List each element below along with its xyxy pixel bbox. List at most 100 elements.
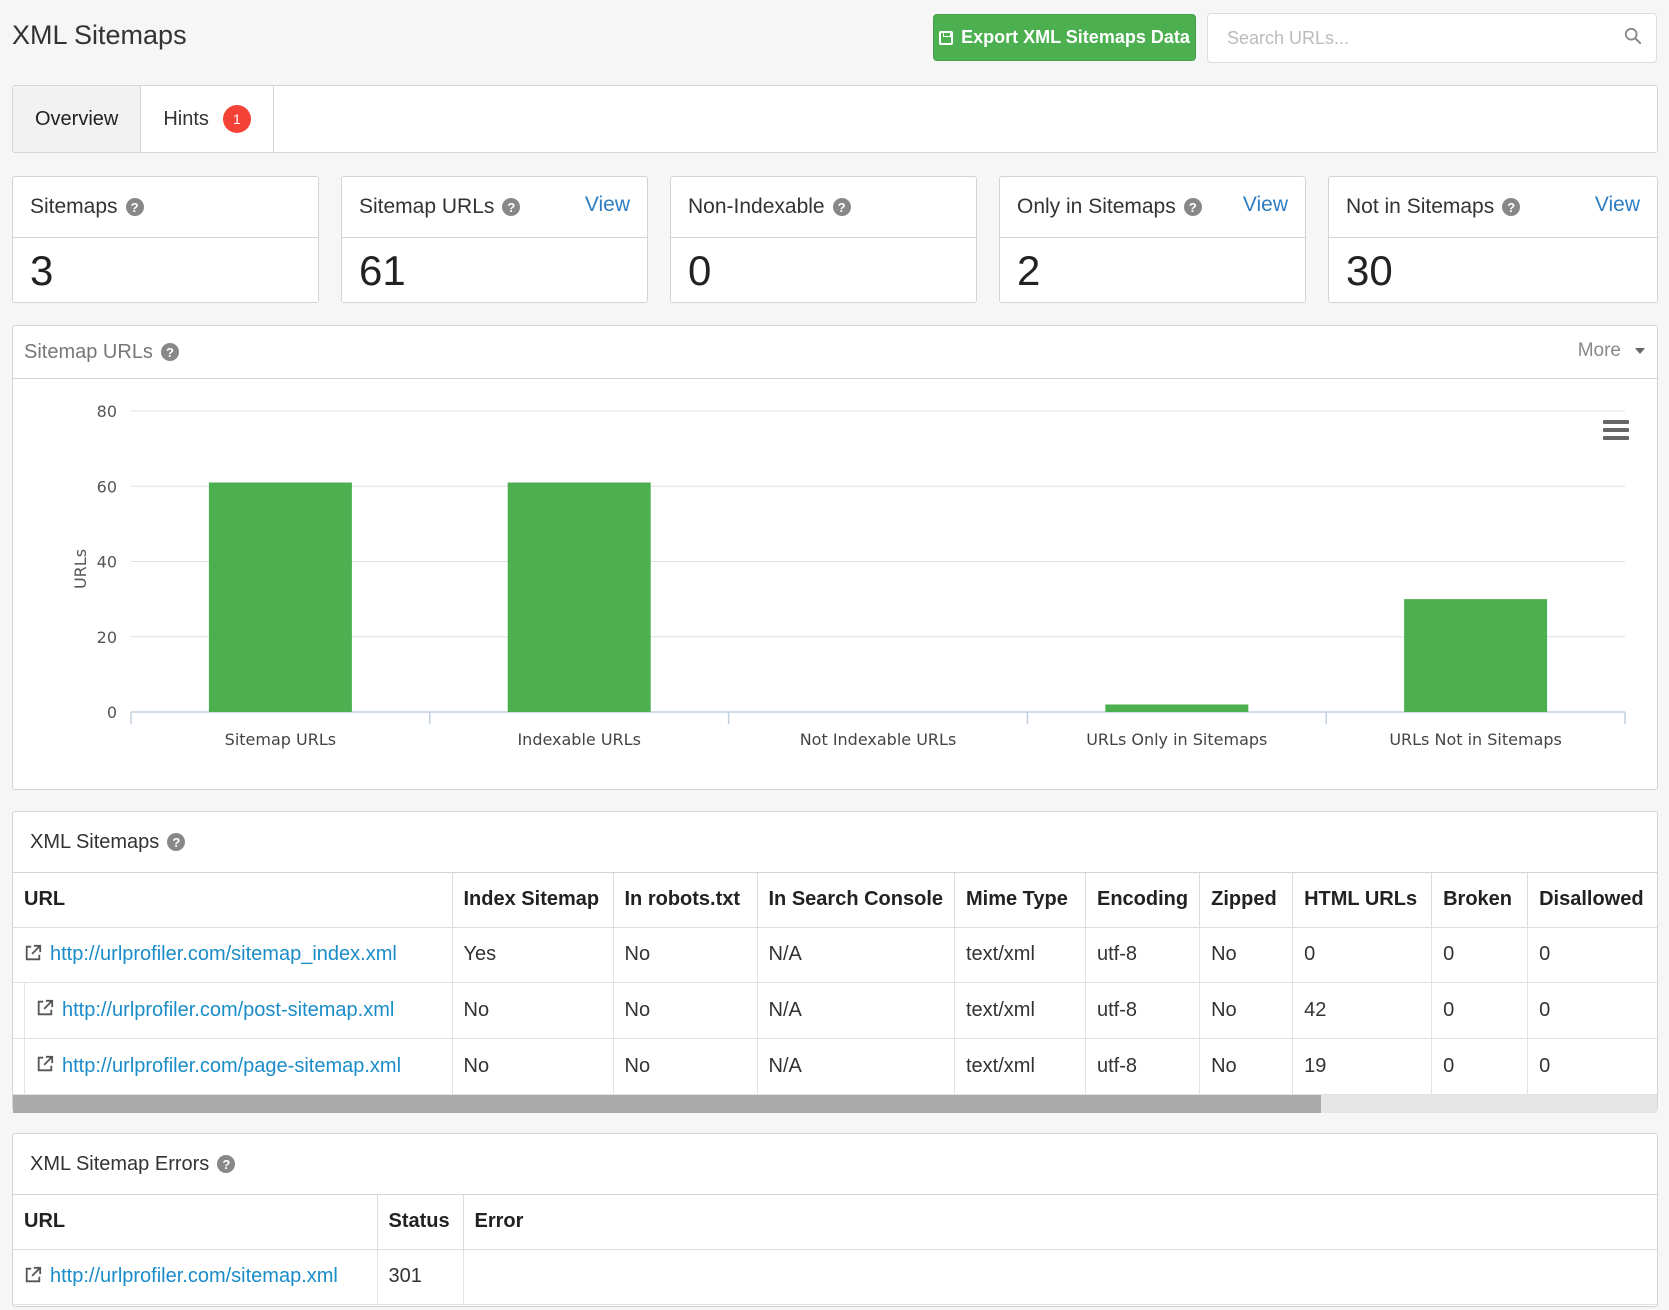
question-circle-icon[interactable]: ? (1183, 198, 1202, 216)
cell-index-sitemap: No (452, 982, 614, 1039)
xml-sitemap-errors-table: URL Status Error http://urlprofiler.com/… (13, 1195, 1657, 1305)
sitemap-url-link[interactable]: http://urlprofiler.com/page-sitemap.xml (13, 1038, 453, 1095)
question-circle-icon[interactable]: ? (125, 198, 144, 216)
col-html-urls[interactable]: HTML URLs (1292, 873, 1433, 928)
card-sitemap-urls-value: 61 (359, 247, 406, 294)
page-title: XML Sitemaps (12, 20, 187, 50)
card-non-indexable-label: Non-Indexable (688, 195, 825, 218)
bar-1[interactable] (208, 482, 352, 712)
col-in-robots[interactable]: In robots.txt (613, 873, 758, 928)
cell-encoding: utf-8 (1085, 982, 1201, 1039)
sitemap-urls-chart-panel: Sitemap URLs ? More 0 20 40 60 80 Sitemap URL… (12, 325, 1658, 790)
errors-panel-header: XML Sitemap Errors ? (13, 1134, 1657, 1195)
question-circle-icon[interactable]: ? (160, 343, 179, 361)
y-axis-label: URLs (71, 549, 90, 589)
card-not-in-sitemaps-value: 30 (1346, 247, 1393, 294)
col-in-search-console[interactable]: In Search Console (757, 873, 955, 928)
cell-index-sitemap: Yes (452, 927, 614, 983)
hamburger-menu-icon[interactable] (1603, 420, 1629, 440)
tab-overview[interactable]: Overview (13, 86, 142, 152)
cell-error (463, 1249, 1657, 1305)
sitemap-url-text: http://urlprofiler.com/sitemap_index.xml (50, 943, 397, 965)
col-disallowed[interactable]: Disallowed (1527, 873, 1657, 928)
sitemap-url-text: http://urlprofiler.com/post-sitemap.xml (62, 998, 395, 1021)
external-link-icon (25, 1266, 42, 1283)
error-url-link[interactable]: http://urlprofiler.com/sitemap.xml (13, 1249, 378, 1305)
col-index-sitemap[interactable]: Index Sitemap (452, 873, 614, 928)
cell-disallowed: 0 (1527, 927, 1657, 983)
col-mime-type[interactable]: Mime Type (954, 873, 1086, 928)
cell-broken: 0 (1431, 1038, 1529, 1095)
y-tick-label: 80 (97, 402, 117, 421)
cell-broken: 0 (1431, 982, 1529, 1039)
card-only-in-sitemaps: Only in Sitemaps ? View 2 (999, 176, 1306, 303)
card-sitemaps: Sitemaps ? 3 (12, 176, 319, 303)
cell-in-robots: No (613, 927, 758, 983)
sitemap-url-link[interactable]: http://urlprofiler.com/sitemap_index.xml (13, 927, 453, 983)
cell-disallowed: 0 (1527, 1038, 1657, 1095)
bar-4[interactable] (1105, 704, 1249, 712)
x-tick-label: URLs Only in Sitemaps (1086, 730, 1267, 749)
export-xml-sitemaps-button[interactable]: Export XML Sitemaps Data (933, 14, 1196, 61)
cell-index-sitemap: No (452, 1038, 614, 1095)
table-row: http://urlprofiler.com/post-sitemap.xml … (13, 982, 1657, 1039)
col-url[interactable]: URL (13, 1195, 378, 1250)
col-url[interactable]: URL (13, 873, 453, 928)
card-sitemaps-label: Sitemaps (30, 195, 118, 218)
x-tick-label: URLs Not in Sitemaps (1389, 730, 1562, 749)
cell-broken: 0 (1431, 927, 1529, 983)
col-status[interactable]: Status (377, 1195, 464, 1250)
caret-down-icon (1635, 348, 1645, 354)
cell-in-search-console: N/A (757, 982, 955, 1039)
y-tick-label: 60 (97, 477, 117, 496)
col-error[interactable]: Error (463, 1195, 1657, 1250)
table-header-row: URL Index Sitemap In robots.txt In Searc… (13, 873, 1657, 928)
view-not-in-sitemaps-link[interactable]: View (1594, 193, 1640, 216)
col-broken[interactable]: Broken (1431, 873, 1529, 928)
scrollbar-thumb[interactable] (13, 1094, 1321, 1113)
tab-overview-label: Overview (35, 107, 119, 130)
card-not-in-sitemaps-label: Not in Sitemaps (1346, 195, 1495, 218)
search-icon[interactable] (1624, 27, 1642, 45)
sitemap-url-link[interactable]: http://urlprofiler.com/post-sitemap.xml (13, 982, 453, 1039)
xml-sitemaps-panel: XML Sitemaps ? URL Index Sitemap In robo… (12, 811, 1658, 1113)
question-circle-icon[interactable]: ? (1502, 198, 1521, 216)
search-input[interactable] (1208, 14, 1588, 62)
floppy-disk-icon (939, 30, 954, 45)
tab-hints[interactable]: Hints 1 (141, 86, 274, 152)
view-only-in-sitemaps-link[interactable]: View (1242, 193, 1288, 216)
cell-html-urls: 19 (1292, 1038, 1433, 1095)
question-circle-icon[interactable]: ? (167, 833, 186, 851)
table-row: http://urlprofiler.com/page-sitemap.xml … (13, 1038, 1657, 1095)
bar-5[interactable] (1404, 599, 1548, 712)
tab-bar: Overview Hints 1 (12, 85, 1658, 153)
hints-count-badge: 1 (222, 105, 251, 133)
y-tick-label: 20 (97, 628, 117, 647)
x-tick-label: Sitemap URLs (225, 730, 336, 749)
card-non-indexable-value: 0 (688, 247, 712, 294)
x-tick-label: Indexable URLs (517, 730, 640, 749)
col-zipped[interactable]: Zipped (1199, 873, 1294, 928)
card-not-in-sitemaps: Not in Sitemaps ? View 30 (1328, 176, 1658, 303)
card-only-in-sitemaps-label: Only in Sitemaps (1017, 195, 1176, 218)
col-encoding[interactable]: Encoding (1085, 873, 1201, 928)
card-sitemap-urls-label: Sitemap URLs (359, 195, 495, 218)
errors-panel-title: XML Sitemap Errors (30, 1152, 210, 1175)
question-circle-icon[interactable]: ? (217, 1155, 236, 1173)
question-circle-icon[interactable]: ? (502, 198, 521, 216)
more-dropdown[interactable]: More (1578, 340, 1645, 362)
cell-in-robots: No (613, 982, 758, 1039)
cell-disallowed: 0 (1527, 982, 1657, 1039)
horizontal-scrollbar[interactable] (13, 1094, 1657, 1113)
cell-mime-type: text/xml (954, 1038, 1086, 1095)
question-circle-icon[interactable]: ? (832, 198, 851, 216)
xml-sitemaps-panel-header: XML Sitemaps ? (13, 812, 1657, 873)
cell-in-search-console: N/A (757, 1038, 955, 1095)
search-box (1207, 13, 1657, 63)
cell-zipped: No (1199, 982, 1294, 1039)
bar-2[interactable] (507, 482, 651, 712)
view-sitemap-urls-link[interactable]: View (584, 193, 630, 216)
cell-mime-type: text/xml (954, 927, 1086, 983)
card-non-indexable: Non-Indexable ? 0 (670, 176, 977, 303)
cell-status: 301 (377, 1249, 464, 1305)
